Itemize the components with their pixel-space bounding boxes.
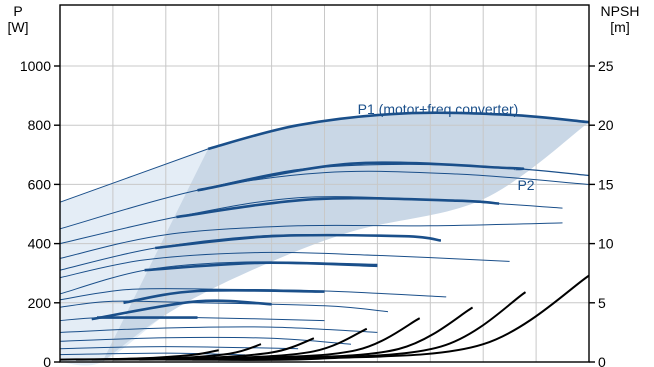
power-curve xyxy=(59,170,590,230)
series-line-p1 xyxy=(207,111,590,151)
operating-band xyxy=(102,112,590,362)
y-left-tick-label: 400 xyxy=(28,236,52,252)
power-curve xyxy=(59,222,563,259)
grid-layer xyxy=(60,5,589,362)
y-left-tick-label: 200 xyxy=(28,295,52,311)
series-line-p2 xyxy=(197,163,590,191)
y-left-ticks: 0 200 400 600 800 1000 xyxy=(20,58,60,367)
series-label-p2: P2 xyxy=(517,177,534,193)
power-curve-operating xyxy=(176,196,500,219)
y-right-tick-label: 10 xyxy=(598,236,614,252)
frame-layer xyxy=(59,4,590,363)
power-curve-operating xyxy=(155,233,442,250)
y-right-tick-label: 20 xyxy=(598,117,614,133)
y-right-ticks: 0 5 10 15 20 25 xyxy=(589,58,614,367)
series-label-p1: P1 (motor+freq.converter) xyxy=(358,101,519,117)
power-curve xyxy=(59,346,299,350)
y-left-tick-label: 0 xyxy=(43,354,51,367)
power-curve xyxy=(59,148,209,203)
plot-frame xyxy=(59,4,590,363)
power-curve-operating xyxy=(91,299,272,321)
y-right-tick-label: 5 xyxy=(598,295,606,311)
y-left-tick-label: 800 xyxy=(28,117,52,133)
y-left-label-line1: P xyxy=(13,3,22,19)
power-curve-operating xyxy=(123,288,325,305)
extended-band xyxy=(60,148,209,366)
power-curve xyxy=(59,300,389,313)
power-curve-operating xyxy=(144,261,378,272)
y-right-label-line2: [m] xyxy=(610,19,629,35)
y-right-tick-label: 25 xyxy=(598,58,614,74)
power-curve xyxy=(59,336,352,345)
power-curve xyxy=(59,326,378,333)
npsh-curve xyxy=(218,274,590,361)
y-right-tick-label: 15 xyxy=(598,176,614,192)
y-right-label-line1: NPSH xyxy=(601,3,640,19)
y-left-tick-label: 1000 xyxy=(20,58,51,74)
curves-layer xyxy=(59,111,590,361)
y-right-tick-label: 0 xyxy=(598,354,606,367)
power-curve xyxy=(59,251,510,279)
y-left-tick-label: 600 xyxy=(28,176,52,192)
y-left-label-line2: [W] xyxy=(8,19,29,35)
